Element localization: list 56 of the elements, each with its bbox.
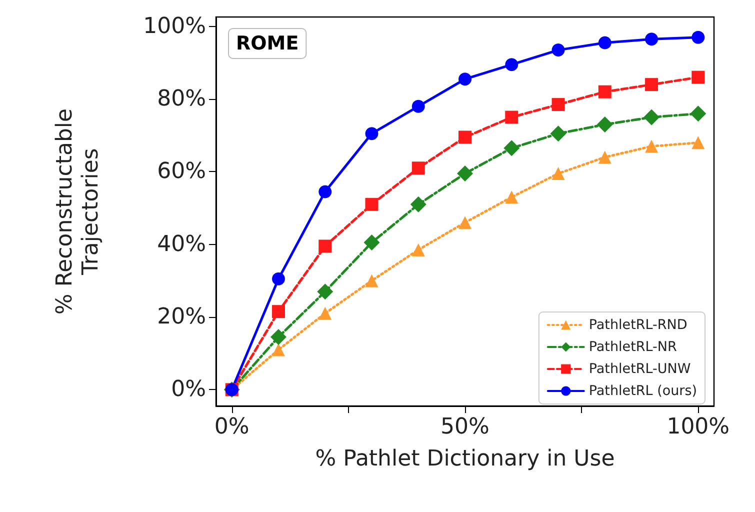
point: [552, 98, 565, 112]
x-tick-label: 50%: [440, 414, 490, 440]
annotation: ROME: [236, 32, 299, 54]
point: [364, 234, 380, 251]
legend-label: PathletRL-NR: [588, 339, 677, 355]
point: [365, 127, 378, 140]
point: [365, 274, 378, 288]
y-axis-title: % Reconstructable Trajectories: [52, 108, 104, 315]
point: [690, 106, 706, 122]
legend-label: PathletRL-RND: [588, 317, 688, 333]
point: [598, 36, 612, 50]
point: [504, 140, 520, 156]
x-axis-title: % Pathlet Dictionary in Use: [315, 446, 615, 472]
y-tick-label: 80%: [157, 86, 206, 112]
point: [692, 70, 705, 84]
point: [644, 109, 660, 126]
y-tick-label: 40%: [157, 232, 206, 257]
y-tick-label: 60%: [157, 159, 206, 184]
point: [272, 305, 285, 318]
point: [552, 167, 565, 180]
point: [270, 328, 286, 345]
point: [596, 116, 613, 133]
x-tick-label: 100%: [666, 414, 730, 440]
point: [598, 150, 612, 164]
point: [412, 162, 425, 175]
y-tick-label: 0%: [171, 377, 206, 402]
point: [692, 30, 705, 44]
y-tick-label: 20%: [157, 304, 206, 330]
point: [272, 343, 285, 356]
point: [692, 136, 705, 150]
legend-label: PathletRL (ours): [588, 383, 698, 399]
point: [505, 58, 518, 72]
x-tick-label: 0%: [214, 414, 250, 440]
point: [317, 284, 334, 300]
point: [505, 190, 518, 204]
legend-label: PathletRL-UNW: [588, 361, 691, 377]
point: [457, 166, 473, 182]
point: [318, 185, 332, 198]
point: [645, 32, 658, 46]
point: [410, 196, 426, 212]
point: [318, 306, 332, 320]
point: [598, 85, 612, 98]
point: [365, 198, 378, 211]
point: [552, 44, 565, 57]
point: [412, 243, 425, 256]
point: [458, 72, 472, 86]
point: [645, 78, 658, 92]
point: [505, 110, 518, 124]
point: [458, 216, 472, 230]
point: [645, 140, 658, 153]
point: [318, 240, 332, 253]
point: [458, 130, 472, 144]
point: [550, 126, 566, 142]
y-tick-label: 100%: [143, 14, 206, 39]
point: [412, 100, 425, 113]
point: [272, 272, 285, 286]
